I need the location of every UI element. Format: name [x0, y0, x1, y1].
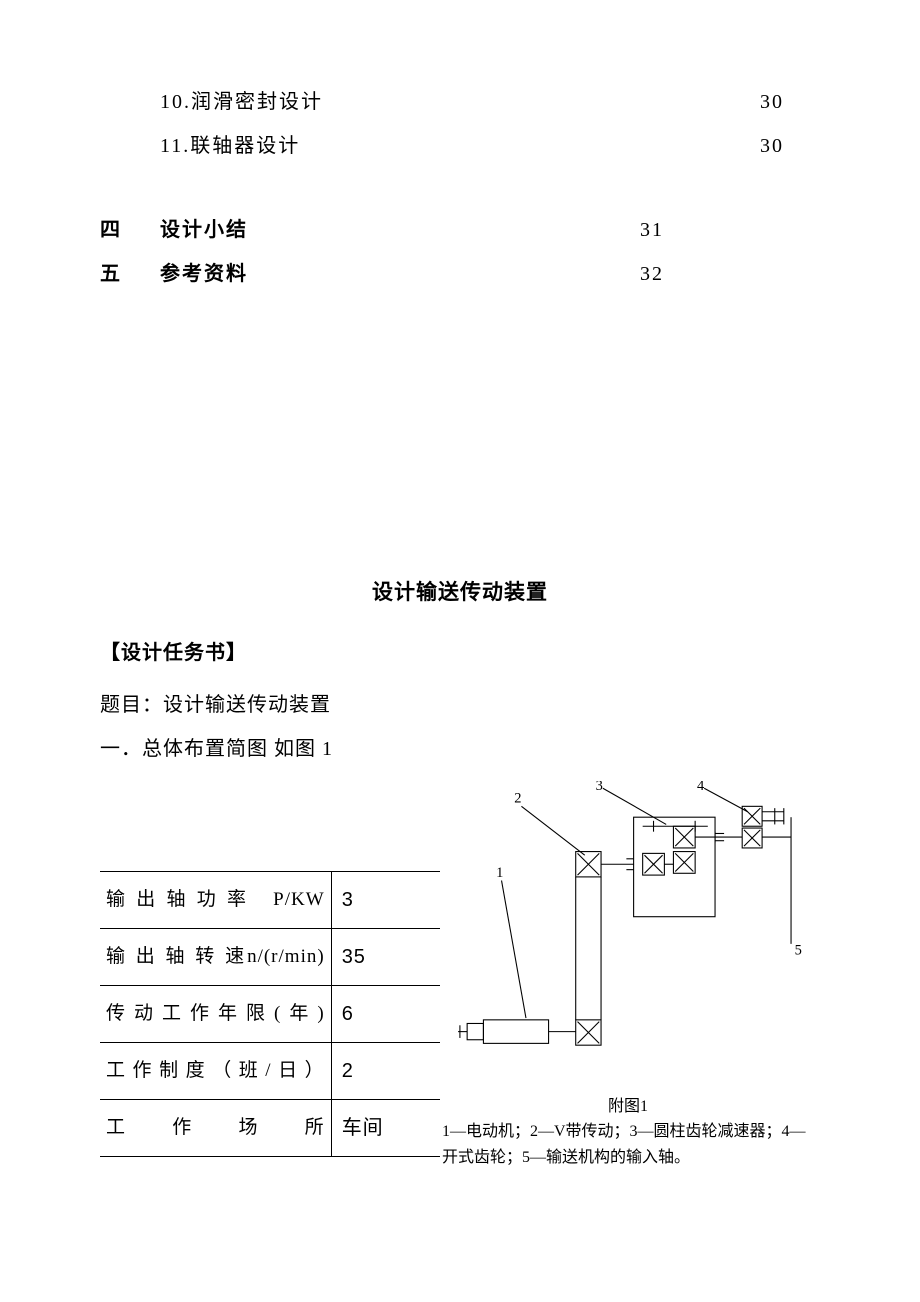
- table-row: 传动工作年限(年) 6: [100, 986, 440, 1043]
- diagram-label-1: 1: [496, 865, 503, 881]
- param-value: 6: [331, 986, 440, 1043]
- toc-sub-item: 10.润滑密封设计 30: [100, 80, 820, 124]
- toc-section-num: 四: [100, 208, 160, 252]
- toc-label: 设计小结: [160, 208, 248, 252]
- toc-page-num: 32: [640, 252, 820, 296]
- param-value: 3: [331, 872, 440, 929]
- diagram-caption: 附图1 1—电动机；2—V带传动；3—圆柱齿轮减速器；4—开式齿轮；5—输送机构…: [440, 1094, 820, 1171]
- param-value: 2: [331, 1043, 440, 1100]
- content-row: 输出轴功率 P/KW 3 输 出 轴 转 速n/(r/min) 35 传动工作年…: [100, 781, 820, 1170]
- diagram-label-5: 5: [795, 943, 802, 959]
- toc-label: 参考资料: [160, 252, 248, 296]
- diagram-column: 1 2 3 4 5 附图1 1—电动机；2—V带传动；3—圆柱齿轮减速器；4—开…: [440, 781, 820, 1170]
- table-row: 输出轴功率 P/KW 3: [100, 872, 440, 929]
- topic-line: 题目：设计输送传动装置: [100, 683, 820, 727]
- table-row: 工作场所 车间: [100, 1100, 440, 1157]
- diagram-label-2: 2: [514, 791, 521, 807]
- table-row: 工作制度（班/日） 2: [100, 1043, 440, 1100]
- toc-main-item: 四 设计小结 31: [100, 208, 820, 252]
- schematic-svg: 1 2 3 4 5: [440, 781, 820, 1089]
- document-title: 设计输送传动装置: [100, 576, 820, 606]
- param-value: 车间: [331, 1100, 440, 1157]
- param-label: 工作制度（班/日）: [100, 1043, 331, 1100]
- task-heading: 【设计任务书】: [100, 636, 820, 665]
- param-label: 传动工作年限(年): [100, 986, 331, 1043]
- schematic-diagram: 1 2 3 4 5 附图1 1—电动机；2—V带传动；3—圆柱齿轮减速器；4—开…: [440, 781, 820, 1170]
- params-column: 输出轴功率 P/KW 3 输 出 轴 转 速n/(r/min) 35 传动工作年…: [100, 781, 440, 1157]
- spacer: [100, 296, 820, 576]
- caption-text: 1—电动机；2—V带传动；3—圆柱齿轮减速器；4—开式齿轮；5—输送机构的输入轴…: [442, 1123, 806, 1166]
- param-label: 工作场所: [100, 1100, 331, 1157]
- toc-page-num: 30: [760, 80, 820, 124]
- toc-main-item: 五 参考资料 32: [100, 252, 820, 296]
- param-value: 35: [331, 929, 440, 986]
- caption-title: 附图1: [442, 1094, 814, 1120]
- toc-label: 11.联轴器设计: [160, 124, 300, 168]
- toc-section-num: 五: [100, 252, 160, 296]
- layout-line: 一．总体布置简图 如图 1: [100, 727, 820, 771]
- param-label: 输出轴功率 P/KW: [100, 872, 331, 929]
- toc-label: 10.润滑密封设计: [160, 80, 323, 124]
- param-label: 输 出 轴 转 速n/(r/min): [100, 929, 331, 986]
- diagram-label-4: 4: [697, 781, 705, 794]
- diagram-label-3: 3: [596, 781, 603, 794]
- spacer: [100, 168, 820, 208]
- document-page: 10.润滑密封设计 30 11.联轴器设计 30 四 设计小结 31 五 参考资…: [0, 0, 920, 1230]
- params-table: 输出轴功率 P/KW 3 输 出 轴 转 速n/(r/min) 35 传动工作年…: [100, 871, 440, 1157]
- toc-page-num: 30: [760, 124, 820, 168]
- toc-sub-item: 11.联轴器设计 30: [100, 124, 820, 168]
- table-row: 输 出 轴 转 速n/(r/min) 35: [100, 929, 440, 986]
- toc-page-num: 31: [640, 208, 820, 252]
